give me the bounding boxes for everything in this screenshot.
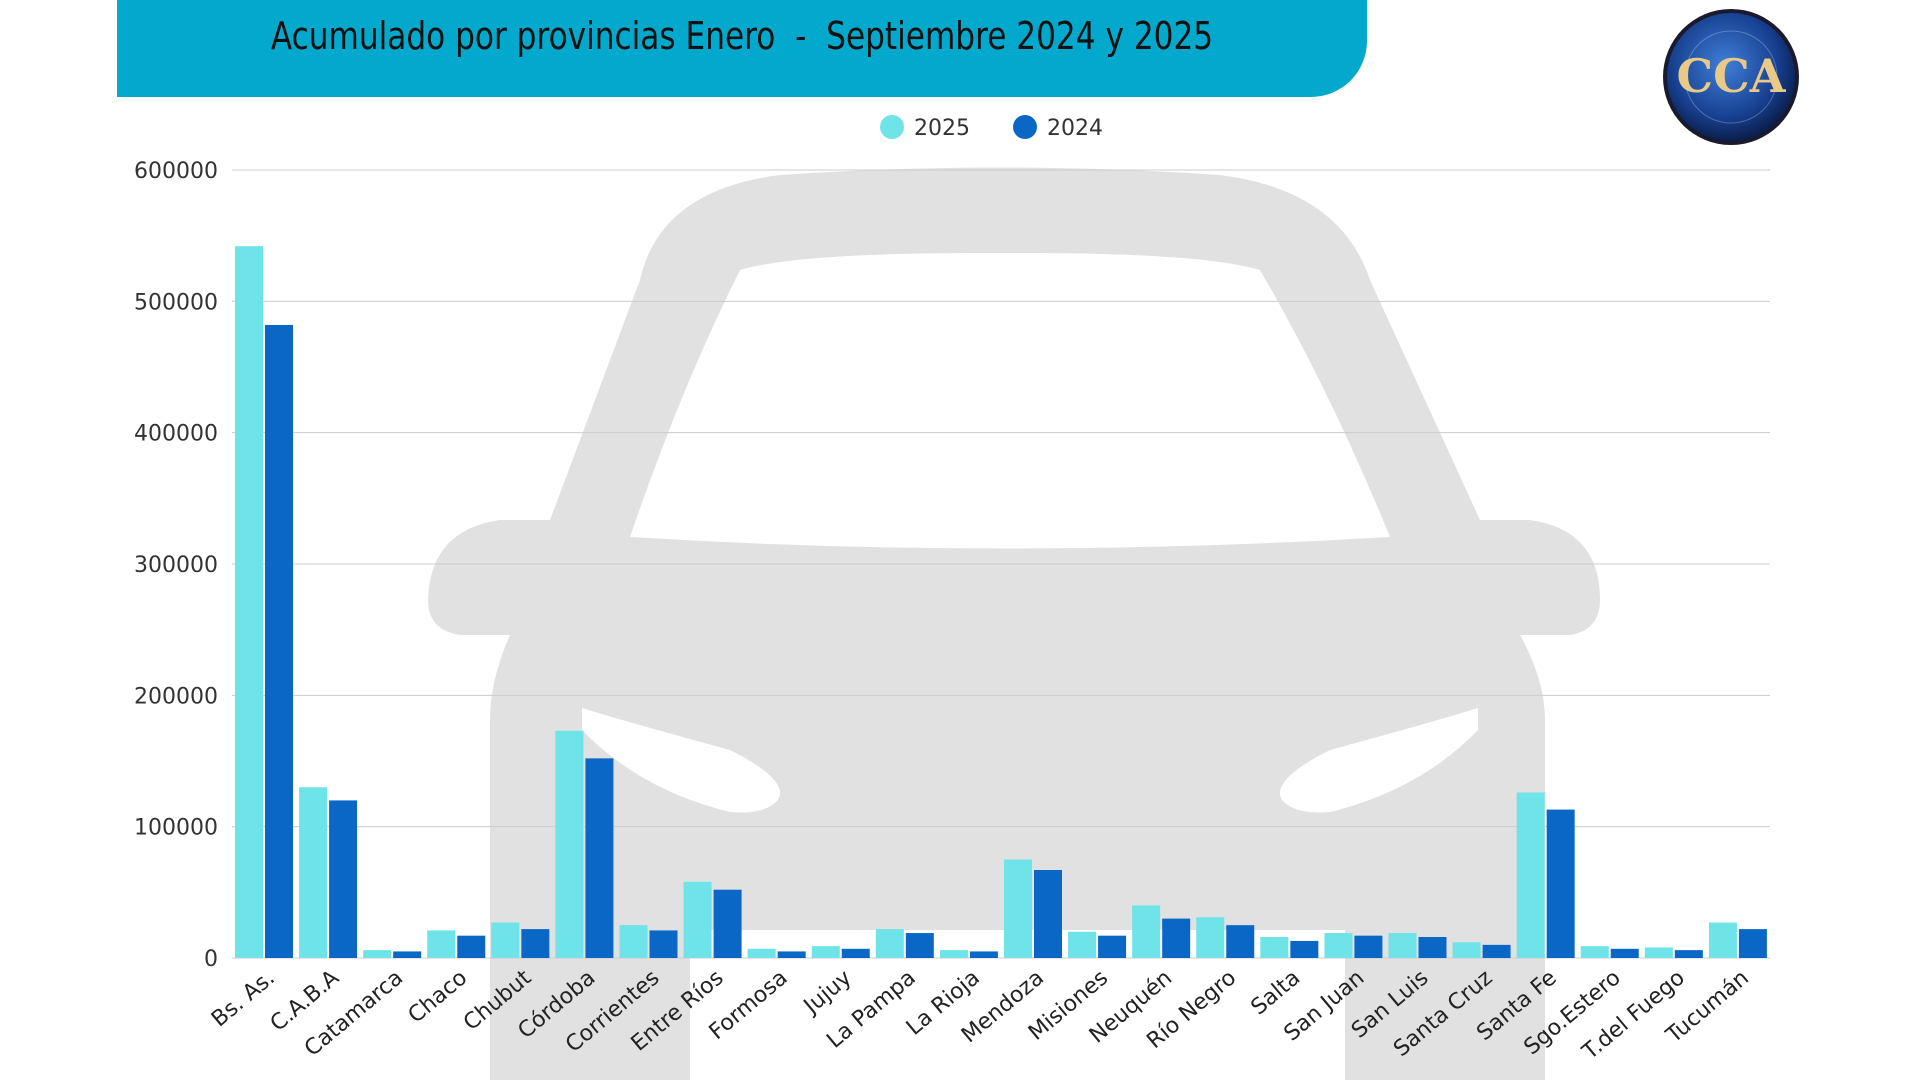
bar-2024	[713, 889, 742, 958]
bar-2024	[1610, 948, 1639, 958]
bar-2024	[329, 800, 358, 958]
cca-logo: CCA	[1663, 9, 1799, 145]
bar-2025	[747, 948, 776, 958]
bar-2024	[841, 948, 870, 958]
bar-2025	[1004, 859, 1032, 958]
y-tick-label: 400000	[134, 422, 218, 447]
y-axis: 0 100000 200000 300000 400000 500000 600000	[134, 159, 218, 972]
bar-2024	[457, 935, 486, 958]
bar-2025	[363, 950, 392, 958]
bar-2025	[1132, 905, 1161, 958]
legend-marker-2025	[880, 115, 904, 139]
page-title: Acumulado por provincias Enero - Septiem…	[270, 14, 1214, 58]
bar-2025	[1196, 917, 1225, 958]
y-tick-label: 100000	[134, 816, 218, 841]
bar-2024	[1162, 918, 1191, 958]
bar-2024	[1482, 944, 1511, 958]
y-tick-label: 300000	[134, 553, 218, 578]
bar-2024	[649, 930, 678, 958]
bar-2025	[1388, 933, 1417, 958]
bar-2025	[1260, 936, 1289, 958]
y-tick-label: 0	[204, 947, 218, 972]
bar-2025	[619, 925, 648, 958]
bar-2025	[1068, 931, 1097, 958]
legend: 2025 2024	[880, 115, 1103, 141]
title-banner	[117, 0, 1367, 97]
bar-2025	[1708, 922, 1737, 958]
bar-2024	[1674, 950, 1703, 958]
bar-2024	[1546, 809, 1575, 958]
gridlines	[232, 169, 1770, 959]
bar-2024	[265, 324, 293, 958]
legend-label: 2024	[1047, 116, 1103, 141]
bar-2025	[1644, 947, 1673, 958]
bar-2024	[1738, 929, 1767, 958]
bar-2024	[1226, 925, 1255, 958]
bar-2024	[585, 758, 614, 958]
bar-2025	[875, 929, 904, 958]
bar-2024	[905, 933, 934, 958]
bar-2024	[521, 929, 550, 958]
bar-2025	[811, 946, 840, 958]
bar-2025	[683, 881, 712, 958]
bar-2024	[1034, 870, 1062, 958]
bar-2025	[427, 930, 456, 958]
bar-2025	[235, 246, 263, 958]
bar-2025	[555, 730, 584, 958]
bar-2025	[939, 950, 968, 958]
bar-2025	[1452, 942, 1481, 958]
bar-2024	[1354, 935, 1383, 958]
bar-2024	[393, 951, 422, 958]
bar-2025	[299, 787, 328, 958]
bar-2025	[1324, 933, 1353, 958]
bars	[235, 246, 1767, 958]
logo-monogram: CCA	[1677, 49, 1787, 103]
legend-label: 2025	[914, 116, 970, 141]
y-tick-label: 200000	[134, 684, 218, 709]
bar-2024	[1098, 935, 1127, 958]
bar-2024	[1418, 936, 1447, 958]
legend-marker-2024	[1013, 115, 1037, 139]
bar-2025	[491, 922, 520, 958]
bar-2025	[1516, 792, 1545, 958]
bar-2025	[1580, 946, 1609, 958]
bar-2024	[969, 951, 998, 958]
y-tick-label: 600000	[134, 159, 218, 184]
y-tick-label: 500000	[134, 290, 218, 315]
bar-2024	[777, 951, 806, 958]
bar-2024	[1290, 940, 1319, 958]
